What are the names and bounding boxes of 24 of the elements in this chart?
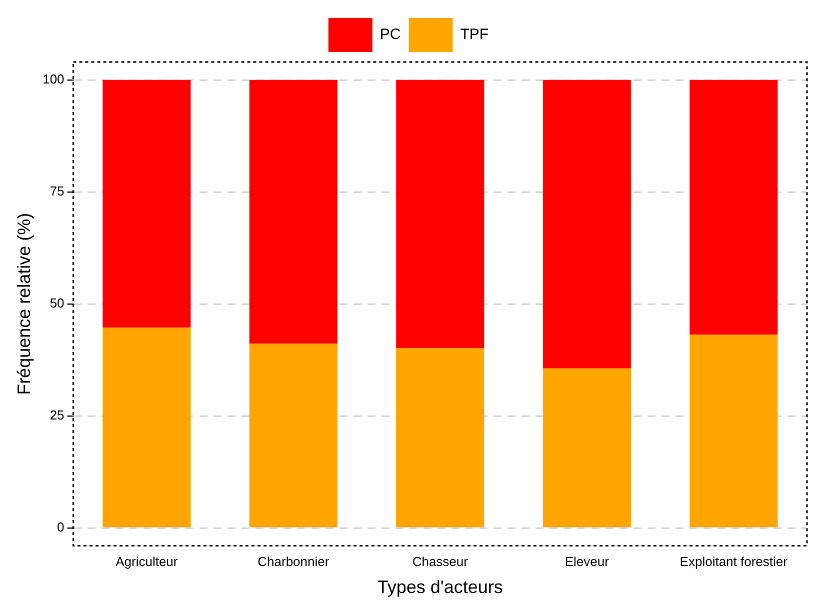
bar: [690, 334, 778, 528]
legend-label: PC: [380, 26, 401, 44]
bar: [690, 80, 778, 335]
x-tick-label: Chasseur: [412, 554, 469, 570]
bar: [249, 80, 338, 344]
x-axis-title: Types d'acteurs: [377, 577, 503, 598]
bar: [396, 348, 484, 528]
bar: [542, 80, 631, 368]
y-axis-title: Fréquence relative (%): [14, 212, 34, 395]
bar: [249, 344, 338, 528]
bar: [102, 328, 191, 528]
bar: [396, 80, 484, 348]
x-tick-label: Agriculteur: [116, 554, 178, 570]
y-tick-label: 75: [50, 183, 64, 198]
bar: [102, 80, 191, 328]
x-tick-label: Eleveur: [564, 554, 610, 570]
bar: [542, 368, 631, 528]
y-tick-label: 0: [57, 519, 64, 534]
y-tick-label: 25: [50, 407, 64, 422]
x-tick-label: Exploitant forestier: [680, 554, 788, 570]
y-tick-label: 100: [42, 71, 64, 86]
x-tick-label: Charbonnier: [258, 554, 330, 570]
legend-label: TPF: [460, 26, 489, 44]
y-tick-label: 50: [50, 295, 64, 310]
